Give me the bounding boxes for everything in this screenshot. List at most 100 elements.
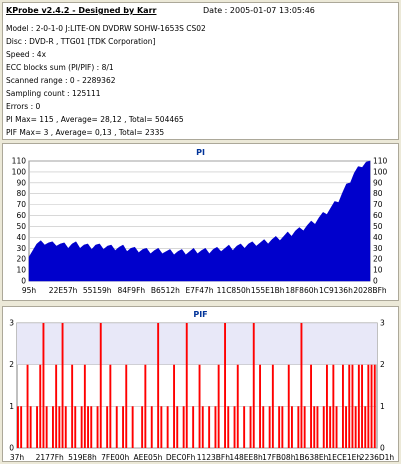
y-tick-label-right: 60 <box>373 211 383 220</box>
y-tick-label-right: 80 <box>373 189 383 198</box>
x-tick-label: 95h <box>22 286 37 295</box>
pif-bar <box>351 364 354 448</box>
x-tick-label: 1B638Eh <box>295 453 329 461</box>
pif-bar <box>303 406 306 448</box>
pif-bar <box>345 406 347 448</box>
pif-chart: PIF 0 0 1 1 2 2 3 3 37h 2177Fh 519E8h 7FE00h AEE05h DE… <box>9 310 395 461</box>
pif-bar <box>176 406 179 448</box>
pif-bar <box>58 406 61 448</box>
pif-bar <box>106 406 109 448</box>
pif-bar <box>217 364 220 448</box>
pif-bar <box>297 406 300 448</box>
pif-bar <box>83 364 86 448</box>
pif-bar <box>354 406 357 448</box>
pif-bar <box>291 406 293 448</box>
y-tick-label-right: 20 <box>373 255 383 264</box>
pif-bar <box>367 364 370 448</box>
pif-bar <box>39 364 42 448</box>
pif-bar <box>236 364 239 448</box>
x-tick-label: 17FB08h <box>262 453 296 461</box>
pif-bar <box>243 406 246 448</box>
pif-bar <box>335 406 338 448</box>
pif-bar <box>259 364 261 448</box>
x-tick-label: 148EE8h <box>229 453 263 461</box>
x-tick-label: 84F9Fh <box>117 286 145 295</box>
pif-bar <box>26 364 29 448</box>
pif-bar <box>150 406 153 448</box>
range-line: Scanned range : 0 - 2289362 <box>6 76 116 85</box>
pif-bar <box>310 364 312 448</box>
x-tick-label: 1123BFh <box>197 453 231 461</box>
pif-bar <box>131 406 134 448</box>
x-tick-label: 11C850h <box>217 286 251 295</box>
x-tick-label: 2177Fh <box>36 453 64 461</box>
pif-bar <box>300 323 303 448</box>
y-tick-label-right: 0 <box>380 444 385 453</box>
x-tick-label: 155E1Bh <box>251 286 285 295</box>
y-tick-label-left: 50 <box>16 222 26 231</box>
pi-series-area <box>28 160 371 282</box>
pif-chart-panel: PIF 0 0 1 1 2 2 3 3 37h 2177Fh 519E8h 7FE00h AEE05h DE… <box>2 306 399 462</box>
y-tick-label-left: 1 <box>9 402 14 411</box>
x-tick-label: 55159h <box>83 286 112 295</box>
pif-bar <box>271 364 274 448</box>
pif-bar <box>109 364 112 448</box>
pif-bar <box>115 406 118 448</box>
pif-bar <box>17 406 19 448</box>
pif-bar <box>198 364 201 448</box>
y-tick-label-left: 80 <box>16 189 26 198</box>
pif-bar <box>29 406 32 448</box>
pif-bar <box>45 406 48 448</box>
x-tick-label: E7F47h <box>185 286 213 295</box>
pif-bar <box>36 406 38 448</box>
pif-bar <box>224 323 226 448</box>
y-tick-label-right: 100 <box>373 167 388 176</box>
pif-bar <box>201 406 204 448</box>
pif-bar <box>64 406 67 448</box>
plot-band <box>17 323 377 365</box>
pif-bar <box>227 406 230 448</box>
pif-bar <box>348 364 351 448</box>
pi-chart-panel: PI 0 0 10 10 20 20 30 30 40 40 50 50 60 60 70 70 80 80 90 90… <box>2 143 399 301</box>
ecc-line: ECC blocks sum (PI/PIF) : 8/1 <box>6 63 114 72</box>
sampling-line: Sampling count : 125111 <box>6 89 101 98</box>
y-tick-label-left: 20 <box>16 255 26 264</box>
pif-bar <box>80 406 83 448</box>
y-tick-label-left: 2 <box>9 360 14 369</box>
pif-bar <box>332 364 335 448</box>
x-tick-label: 2028BFh <box>353 286 387 295</box>
pif-bar <box>42 323 45 448</box>
y-tick-label-right: 30 <box>373 244 383 253</box>
y-tick-label-right: 3 <box>380 319 385 328</box>
app-title: KProbe v2.4.2 - Designed by Karr <box>6 6 157 15</box>
errors-line: Errors : 0 <box>6 102 41 111</box>
pif-bar <box>329 406 332 448</box>
chart-title: PIF <box>193 310 207 319</box>
pif-bar <box>122 406 124 448</box>
pif-bar <box>55 364 58 448</box>
pif-bar <box>364 406 367 448</box>
pif-bar <box>52 406 54 448</box>
pif-bar <box>74 406 77 448</box>
y-tick-label-left: 70 <box>16 200 26 209</box>
y-tick-label-right: 10 <box>373 266 383 275</box>
x-tick-label: 1C9136h <box>319 286 353 295</box>
pif-bar <box>313 406 316 448</box>
x-tick-label: 2236D1h <box>360 453 395 461</box>
info-panel: KProbe v2.4.2 - Designed by Karr Date : … <box>2 2 399 140</box>
y-tick-label-right: 0 <box>373 277 378 286</box>
pif-bar <box>160 406 163 448</box>
x-tick-label: 7FE00h <box>101 453 129 461</box>
y-tick-label-left: 110 <box>12 157 27 166</box>
x-tick-label: DEC0Fh <box>166 453 196 461</box>
y-tick-label-right: 40 <box>373 233 383 242</box>
scan-date: Date : 2005-01-07 13:05:46 <box>203 6 315 15</box>
pif-bar <box>233 406 236 448</box>
pif-bar <box>99 323 102 448</box>
pif-bar <box>173 364 175 448</box>
pif-bar <box>278 406 281 448</box>
pif-bar <box>96 406 99 448</box>
x-tick-label: 22E57h <box>49 286 78 295</box>
y-tick-label-left: 30 <box>16 244 26 253</box>
pif-bar <box>71 364 74 448</box>
